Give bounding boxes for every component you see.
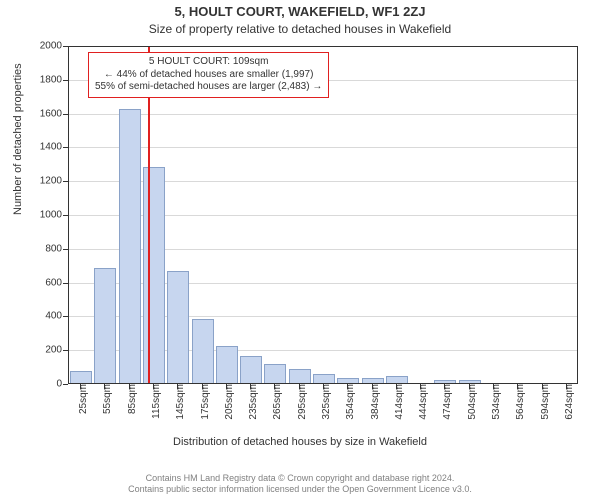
- bar: [119, 109, 141, 384]
- bar: [216, 346, 238, 384]
- callout-line1: 5 HOULT COURT: 109sqm: [95, 56, 322, 69]
- x-axis-label: Distribution of detached houses by size …: [0, 436, 600, 448]
- bar: [143, 167, 165, 384]
- xtick-label: 145sqm: [173, 384, 186, 420]
- xtick-label: 354sqm: [343, 384, 356, 420]
- xtick-label: 534sqm: [489, 384, 502, 420]
- gridline: [68, 114, 578, 115]
- ytick-label: 200: [45, 345, 68, 356]
- gridline: [68, 147, 578, 148]
- page-title-line1: 5, HOULT COURT, WAKEFIELD, WF1 2ZJ: [0, 4, 600, 19]
- xtick-label: 205sqm: [222, 384, 235, 420]
- callout-line3: 55% of semi-detached houses are larger (…: [95, 81, 322, 94]
- ytick-label: 1400: [40, 142, 68, 153]
- xtick-label: 594sqm: [538, 384, 551, 420]
- page-title-line2: Size of property relative to detached ho…: [0, 22, 600, 36]
- bar: [94, 268, 116, 384]
- footer-line1: Contains HM Land Registry data © Crown c…: [0, 473, 600, 485]
- xtick-label: 235sqm: [246, 384, 259, 420]
- annotation-callout: 5 HOULT COURT: 109sqm ← 44% of detached …: [88, 52, 329, 98]
- xtick-label: 414sqm: [392, 384, 405, 420]
- ytick-label: 2000: [40, 41, 68, 52]
- xtick-label: 265sqm: [270, 384, 283, 420]
- bar: [192, 319, 214, 384]
- bar: [386, 376, 408, 384]
- footer-attribution: Contains HM Land Registry data © Crown c…: [0, 473, 600, 496]
- xtick-label: 25sqm: [76, 384, 89, 414]
- xtick-label: 474sqm: [440, 384, 453, 420]
- xtick-label: 504sqm: [465, 384, 478, 420]
- xtick-label: 175sqm: [198, 384, 211, 420]
- y-axis-label: Number of detached properties: [12, 63, 24, 215]
- callout-line2: ← 44% of detached houses are smaller (1,…: [95, 69, 322, 82]
- bar: [289, 369, 311, 384]
- xtick-label: 624sqm: [562, 384, 575, 420]
- ytick-label: 0: [56, 379, 68, 390]
- xtick-label: 295sqm: [295, 384, 308, 420]
- bar: [264, 364, 286, 384]
- xtick-label: 115sqm: [149, 384, 162, 419]
- bar: [240, 356, 262, 384]
- ytick-label: 1800: [40, 74, 68, 85]
- ytick-label: 400: [45, 311, 68, 322]
- ytick-label: 1600: [40, 108, 68, 119]
- xtick-label: 85sqm: [125, 384, 138, 414]
- footer-line2: Contains public sector information licen…: [0, 484, 600, 496]
- ytick-label: 800: [45, 243, 68, 254]
- ytick-label: 1200: [40, 176, 68, 187]
- xtick-label: 384sqm: [368, 384, 381, 420]
- bar: [167, 271, 189, 384]
- xtick-label: 325sqm: [319, 384, 332, 420]
- xtick-label: 55sqm: [100, 384, 113, 414]
- xtick-label: 444sqm: [416, 384, 429, 420]
- xtick-label: 564sqm: [513, 384, 526, 420]
- ytick-label: 1000: [40, 210, 68, 221]
- bar: [70, 371, 92, 384]
- ytick-label: 600: [45, 277, 68, 288]
- bar: [313, 374, 335, 384]
